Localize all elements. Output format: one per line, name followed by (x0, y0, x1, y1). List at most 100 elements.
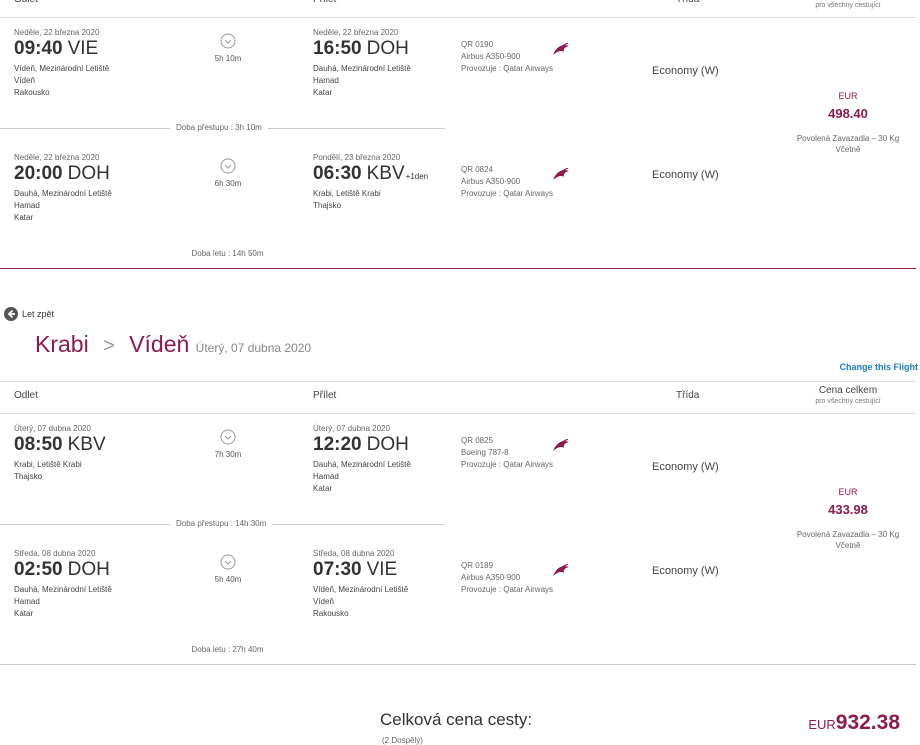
route-from: Krabi (35, 331, 89, 357)
duration-icon (220, 158, 236, 174)
arrival-location: Rakousko (313, 609, 349, 618)
flight-operator: Provozuje : Qatar Airways (461, 64, 554, 73)
airline-logo (552, 438, 570, 453)
arrival-date: Úterý, 07 dubna 2020 (313, 424, 390, 433)
change-flight-link[interactable]: Change this Flight (839, 362, 919, 372)
flight-operator: Provozuje : Qatar Airways (461, 189, 554, 198)
header-departure: Odlet (14, 0, 38, 5)
flight-number: QR 0825 (461, 436, 494, 445)
total-passengers: (2 Dospělý) (382, 736, 423, 745)
departure-date: Neděle, 22 března 2020 (14, 153, 100, 162)
price-currency: EUR (838, 487, 858, 497)
departure-location: Dauhá, Mezinárodní Letiště (14, 189, 112, 198)
duration: 5h 10m (214, 54, 242, 63)
arrival-time: 06:30 (313, 163, 362, 184)
arrival-code: KBV (366, 163, 405, 184)
class: Economy (W) (652, 169, 719, 181)
airline-logo (552, 42, 570, 57)
departure-location: Katar (14, 213, 34, 222)
departure-time-row: 09:40 VIE (14, 39, 98, 58)
departure-location: Dauhá, Mezinárodní Letiště (14, 585, 112, 594)
departure-code: VIE (67, 38, 99, 59)
class: Economy (W) (652, 461, 719, 473)
route-separator: > (103, 335, 115, 357)
departure-date: Neděle, 22 března 2020 (14, 28, 100, 37)
departure-location: Vídeň, Mezinárodní Letiště (14, 64, 110, 73)
flight-number: QR 0190 (461, 40, 494, 49)
duration-icon (220, 33, 236, 49)
departure-location: Thajsko (14, 472, 43, 481)
header-class: Třída (676, 0, 699, 5)
departure-code: DOH (67, 559, 110, 580)
departure-date: Úterý, 07 dubna 2020 (14, 424, 91, 433)
layover: Doba přestupu : 3h 10m (170, 124, 268, 132)
leg-bottom-border (0, 268, 916, 269)
arrival-location: Hamad (313, 472, 339, 481)
duration: 5h 40m (214, 575, 242, 584)
total-currency: EUR (808, 717, 836, 732)
price-amount: 433.98 (828, 502, 868, 517)
arrival-time: 07:30 (313, 559, 362, 580)
departure-code: KBV (67, 434, 106, 455)
departure-time-row: 02:50 DOH (14, 560, 110, 579)
price-amount: 498.40 (828, 106, 868, 121)
route-title: Krabi > Vídeň Úterý, 07 dubna 2020 (35, 331, 311, 357)
departure-time: 20:00 (14, 163, 63, 184)
arrival-location: Vídeň (313, 597, 334, 606)
airline-logo (552, 563, 570, 578)
flight-operator: Provozuje : Qatar Airways (461, 585, 554, 594)
arrival-time: 16:50 (313, 38, 362, 59)
baggage: Povolená Zavazadla – 30 Kg (796, 134, 900, 143)
arrival-date: Neděle, 22 března 2020 (313, 28, 399, 37)
layover: Doba přestupu : 14h 30m (170, 520, 273, 528)
header-class: Třída (676, 390, 700, 401)
arrival-time-row: 06:30 KBV+1den (313, 164, 428, 183)
arrival-code: VIE (366, 559, 398, 580)
header-border (0, 17, 916, 18)
arrival-location: Vídeň, Mezinárodní Letiště (313, 585, 409, 594)
arrival-location: Krabi, Letiště Krabi (313, 189, 381, 198)
arrival-code: DOH (366, 38, 409, 59)
arrival-location: Dauhá, Mezinárodní Letiště (313, 64, 411, 73)
arrival-date: Pondělí, 23 března 2020 (313, 153, 401, 162)
arrival-location: Dauhá, Mezinárodní Letiště (313, 460, 411, 469)
arrival-next-day: +1den (405, 172, 429, 181)
departure-time-row: 20:00 DOH (14, 164, 110, 183)
arrival-time-row: 07:30 VIE (313, 560, 397, 579)
class: Economy (W) (652, 565, 719, 577)
departure-location: Hamad (14, 597, 40, 606)
arrival-time-row: 16:50 DOH (313, 39, 409, 58)
price-currency: EUR (838, 91, 858, 101)
flight-aircraft: Boeing 787-8 (461, 448, 509, 457)
departure-location: Rakousko (14, 88, 50, 97)
flight-number: QR 0189 (461, 561, 494, 570)
route-to: Vídeň (129, 331, 190, 357)
flight-aircraft: Airbus A350-900 (461, 177, 521, 186)
departure-time: 08:50 (14, 434, 63, 455)
flight-aircraft: Airbus A350-900 (461, 573, 521, 582)
departure-location: Krabi, Letiště Krabi (14, 460, 82, 469)
back-icon[interactable] (4, 307, 18, 321)
flight-number: QR 0824 (461, 165, 494, 174)
arrival-location: Thajsko (313, 201, 342, 210)
header-border (0, 413, 916, 414)
flight-operator: Provozuje : Qatar Airways (461, 460, 554, 469)
arrival-location: Katar (313, 88, 333, 97)
back-link[interactable]: Let zpět (22, 309, 55, 319)
duration: 6h 30m (214, 179, 242, 188)
header-price-sub: pro všechny cestující (815, 398, 881, 405)
duration: 7h 30m (214, 450, 242, 459)
leg-bottom-border (0, 664, 916, 665)
header-border (0, 381, 916, 382)
departure-code: DOH (67, 163, 110, 184)
arrival-time: 12:20 (313, 434, 362, 455)
departure-date: Středa, 08 dubna 2020 (14, 549, 96, 558)
departure-time: 02:50 (14, 559, 63, 580)
duration-icon (220, 554, 236, 570)
departure-time: 09:40 (14, 38, 63, 59)
total-duration: Doba letu : 27h 40m (191, 645, 264, 654)
class: Economy (W) (652, 65, 719, 77)
baggage: Povolená Zavazadla – 30 Kg (796, 530, 900, 539)
baggage-included: Včetně (835, 541, 861, 550)
total-price: EUR932.38 (808, 712, 900, 733)
